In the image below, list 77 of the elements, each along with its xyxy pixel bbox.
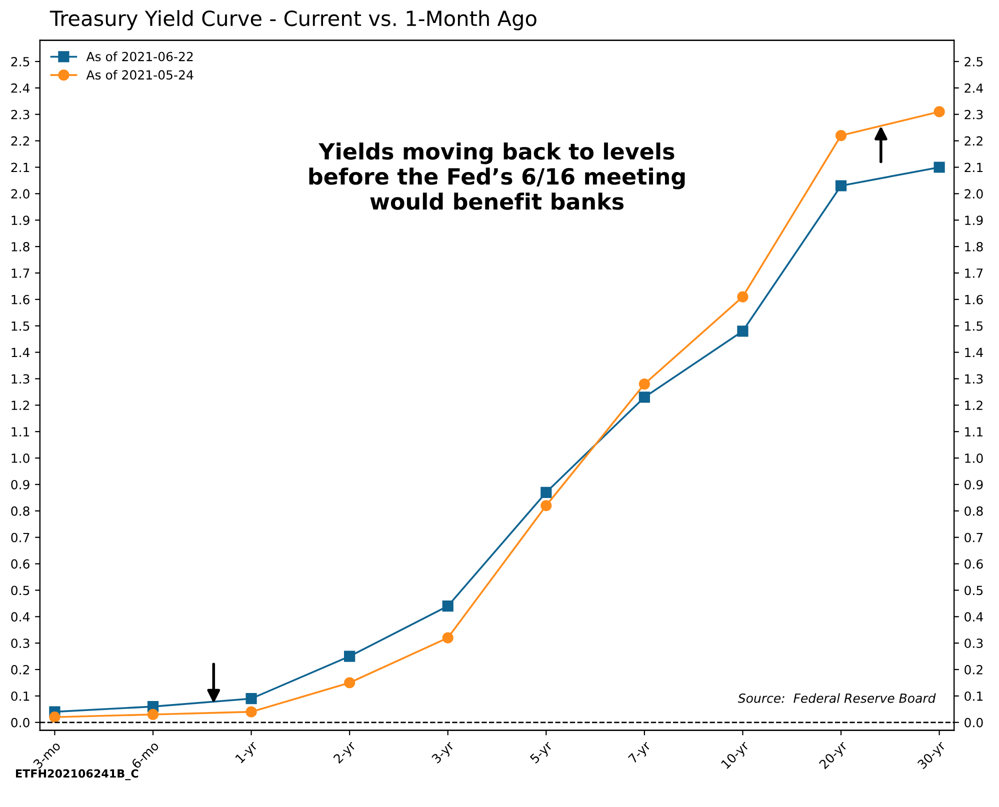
y-tick-label: 1.4 <box>12 348 30 358</box>
legend-label: As of 2021-06-22 <box>86 52 193 62</box>
point <box>934 106 945 118</box>
y-tick-label: 1.6 <box>12 294 30 304</box>
y-tick-label: 0.2 <box>11 665 29 674</box>
chart-title: Treasury Yield Curve - Current vs. 1-Month Ago <box>50 10 536 30</box>
point <box>442 600 454 612</box>
y-tick-label: 1.9 <box>12 216 30 226</box>
y2-tick-label: 1.3 <box>965 374 983 384</box>
y-tick-label: 1.7 <box>12 268 30 278</box>
y2-tick-label: 1.7 <box>965 268 983 278</box>
point <box>540 486 552 498</box>
y2-tick-label: 0.6 <box>964 559 983 569</box>
point <box>246 693 257 704</box>
point <box>442 632 454 644</box>
y2-tick-label: 1.4 <box>965 348 983 358</box>
point <box>344 677 356 688</box>
y-tick-label: 0.3 <box>11 638 30 648</box>
y2-tick-label: 1.8 <box>965 242 983 252</box>
y-tick-label: 0.5 <box>11 586 30 596</box>
point <box>344 650 356 662</box>
y2-tick-label: 0.0 <box>964 718 983 728</box>
y2-tick-label: 1.2 <box>965 400 982 410</box>
annotation: Source: Federal Reserve Board <box>738 693 936 703</box>
y2-tick-label: 1.1 <box>965 427 982 436</box>
y-tick-label: 2.0 <box>11 189 30 199</box>
y2-tick-label: 1.9 <box>965 216 983 226</box>
y2-tick-label: 0.5 <box>964 586 983 596</box>
point <box>540 500 552 512</box>
y-tick-label: 1.8 <box>12 242 30 252</box>
text: ETFH202106241B_C <box>16 769 138 780</box>
point <box>147 708 159 720</box>
y-tick-label: 1.3 <box>12 374 30 384</box>
y-tick-label: 0.0 <box>11 718 30 728</box>
y2-tick-label: 0.4 <box>964 612 983 622</box>
y-tick-label: 0.6 <box>11 559 30 569</box>
y2-tick-label: 2.0 <box>964 189 983 199</box>
y2-tick-label: 2.5 <box>964 56 983 66</box>
y-tick-label: 0.1 <box>11 691 30 701</box>
y-tick-label: 1.2 <box>12 400 29 410</box>
point <box>49 712 60 723</box>
y-tick-label: 1.0 <box>12 454 30 463</box>
y2-tick-label: 0.1 <box>964 691 982 701</box>
x-tick-label: 7-yr <box>628 740 653 766</box>
point <box>737 326 748 337</box>
point <box>835 180 847 192</box>
y2-tick-label: 1.5 <box>965 321 983 331</box>
y-tick-label: 0.8 <box>11 506 30 516</box>
y2-tick-label: 0.8 <box>964 506 983 516</box>
point <box>737 291 748 302</box>
y2-tick-label: 2.3 <box>964 110 983 120</box>
y-tick-label: 0.4 <box>11 612 30 622</box>
point <box>934 162 945 173</box>
y2-tick-label: 0.3 <box>964 638 983 648</box>
y-tick-label: 2.2 <box>11 136 29 146</box>
y2-tick-label: 0.9 <box>964 480 983 490</box>
y-tick-label: 2.3 <box>11 110 30 120</box>
y-tick-label: 0.9 <box>11 480 30 490</box>
y-tick-label: 2.1 <box>11 162 30 172</box>
annotation: Yields moving back to levels before the Fed’s 6/16 meeting would benefit banks <box>309 142 685 210</box>
legend-label: As of 2021-05-24 <box>86 70 194 80</box>
point <box>835 130 847 142</box>
y2-tick-label: 2.1 <box>964 162 982 172</box>
y2-tick-label: 0.7 <box>964 532 983 542</box>
y-tick-label: 2.5 <box>11 56 30 66</box>
y2-tick-label: 2.2 <box>964 136 982 146</box>
point <box>638 378 650 390</box>
y-tick-label: 1.1 <box>12 427 30 436</box>
y-tick-label: 1.5 <box>12 321 30 331</box>
y2-tick-label: 2.4 <box>964 83 983 93</box>
y2-tick-label: 0.2 <box>964 665 982 674</box>
point <box>246 706 257 718</box>
y2-tick-label: 1.6 <box>965 294 983 304</box>
y-tick-label: 2.4 <box>11 83 30 93</box>
y-tick-label: 0.7 <box>11 532 30 542</box>
y2-tick-label: 1.0 <box>965 454 983 463</box>
point <box>638 392 650 403</box>
